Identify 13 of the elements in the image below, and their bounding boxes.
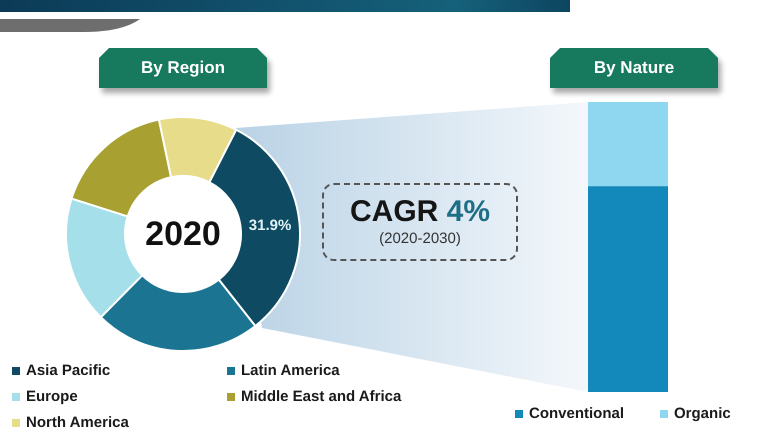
data-label: 31.9% — [248, 216, 292, 234]
text: CAGR 4% — [350, 195, 490, 228]
legend-label: Asia Pacific — [26, 362, 110, 379]
chart-title: By Nature — [594, 58, 674, 78]
legend-label: Latin America — [241, 362, 340, 379]
text: 2020 — [145, 215, 221, 253]
legend-label: Conventional — [529, 405, 624, 422]
legend-label: Organic — [674, 405, 731, 422]
text: (2020-2030) — [379, 230, 461, 247]
legend-label: Europe — [26, 388, 78, 405]
chart-title: By Region — [140, 58, 226, 78]
legend-label: Middle East and Africa — [241, 388, 402, 405]
legend-label: North America — [26, 414, 129, 431]
